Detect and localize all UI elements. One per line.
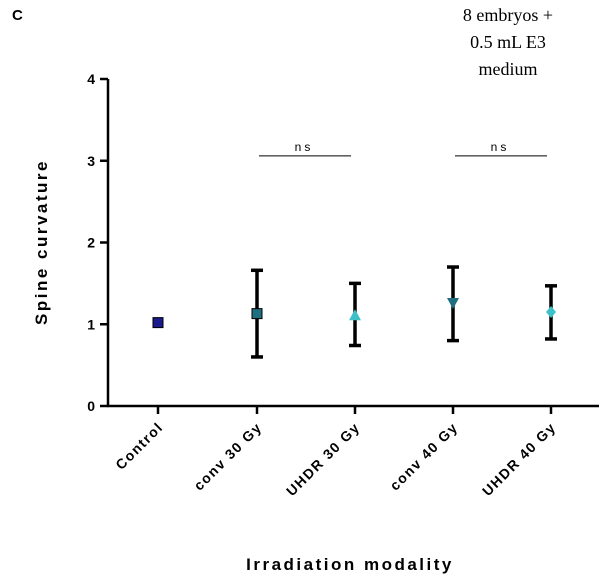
annotation-line-3: medium [479, 59, 538, 79]
annotation-line-1: 8 embryos + [463, 5, 553, 25]
x-axis-title: Irradiation modality [246, 555, 454, 574]
significance-label: ns [491, 140, 510, 154]
x-tick-label: UHDR 40 Gy [479, 419, 559, 499]
x-tick-label: UHDR 30 Gy [283, 419, 363, 499]
x-tick-label: conv 40 Gy [386, 419, 461, 494]
axes: 0 1 2 3 4 Control conv 30 Gy UHDR 30 Gy conv 40 … [87, 71, 599, 499]
data-point [152, 317, 164, 329]
data-point [447, 297, 459, 309]
x-tick-label: conv 30 Gy [190, 419, 265, 494]
y-tick-label: 3 [87, 153, 95, 169]
significance-label: ns [295, 140, 314, 154]
data-point [251, 308, 263, 320]
significance-comparisons: ns ns [259, 140, 547, 157]
y-axis-title: Spine curvature [32, 159, 51, 325]
data-point [546, 305, 556, 318]
x-tick-label: Control [112, 419, 166, 473]
data-marks [152, 265, 557, 359]
y-tick-label: 4 [87, 71, 95, 87]
annotation: 8 embryos + 0.5 mL E3 medium [463, 5, 553, 79]
y-tick-label: 1 [87, 316, 95, 332]
y-tick-label: 0 [87, 398, 95, 414]
panel-label: C [12, 7, 23, 24]
data-point [349, 309, 361, 321]
annotation-line-2: 0.5 mL E3 [470, 32, 546, 52]
y-tick-label: 2 [87, 235, 95, 251]
